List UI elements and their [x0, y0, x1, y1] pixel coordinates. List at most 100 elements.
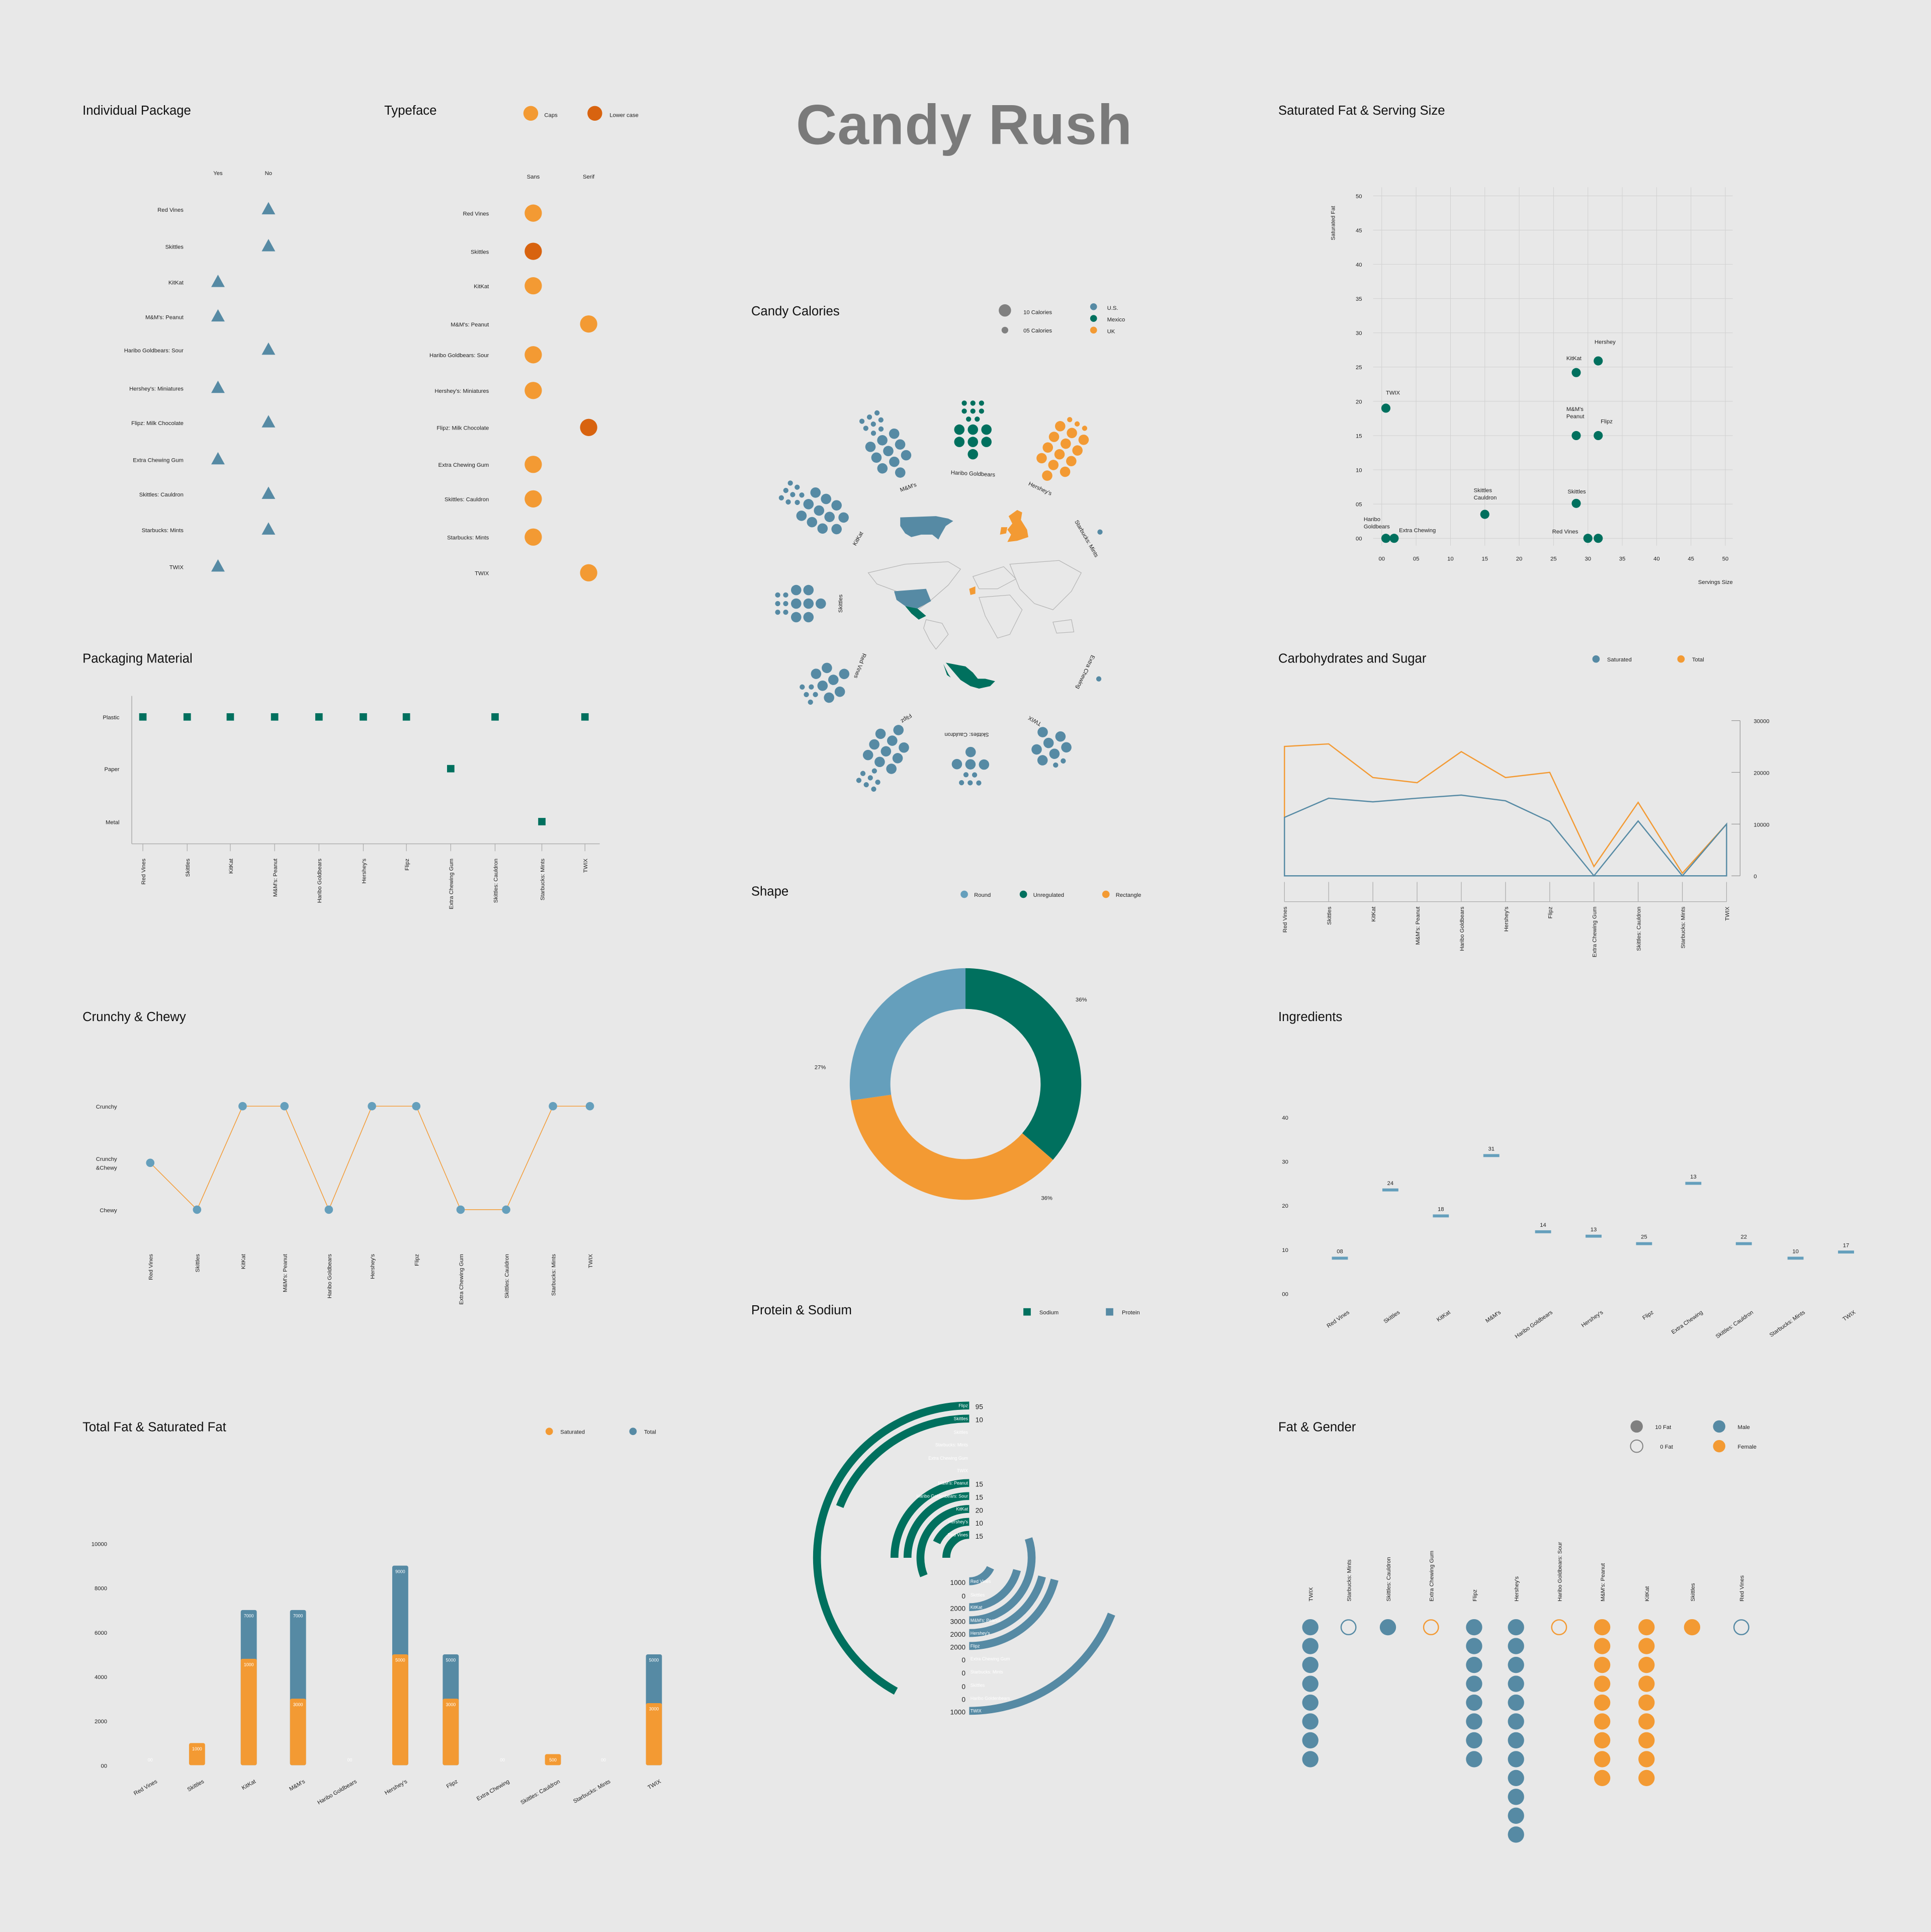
- value-label: 08: [1337, 1249, 1343, 1255]
- bar-value: 00: [601, 1757, 606, 1762]
- calorie-dot-10: [877, 463, 888, 474]
- legend-label: U.S.: [1107, 305, 1118, 311]
- point-label: Red Vines: [1552, 529, 1578, 535]
- calorie-dot-10: [1054, 449, 1065, 460]
- column-header: No: [265, 171, 272, 177]
- uk-map-icon: [1000, 510, 1028, 542]
- fat-dot: [1638, 1656, 1655, 1673]
- category-label: Extra Chewing Gum: [1592, 906, 1598, 957]
- fat-dot: [1594, 1694, 1611, 1711]
- x-tick-label: 35: [1619, 556, 1626, 562]
- category-label: Red Vines: [1282, 906, 1288, 933]
- calorie-dot-10: [886, 764, 897, 774]
- triangle-marker: [261, 415, 276, 428]
- fat-dot: [1508, 1656, 1524, 1673]
- calorie-dot-10: [965, 759, 976, 770]
- x-tick-label: 05: [1413, 556, 1420, 562]
- arc-label: Extra Chewing Gum: [928, 1456, 968, 1461]
- calorie-dot-10: [875, 728, 886, 739]
- y-tick-label: 40: [1282, 1115, 1288, 1121]
- triangle-marker: [211, 380, 225, 393]
- scatter-point: [1594, 534, 1603, 543]
- calorie-dot-10: [893, 725, 904, 735]
- x-tick-label: 45: [1688, 556, 1694, 562]
- value-label: 10: [1792, 1249, 1799, 1255]
- fat-dot: [1466, 1638, 1482, 1654]
- typeface-dot: [580, 315, 597, 333]
- fat-dot: [1594, 1675, 1611, 1692]
- y-tick-label: 10: [1356, 467, 1362, 473]
- bar-value: 1000: [192, 1746, 202, 1751]
- slice-label: 36%: [1041, 1195, 1052, 1201]
- level-label: Chewy: [100, 1208, 117, 1214]
- calorie-dot-10: [1055, 421, 1066, 432]
- value-label: 24: [1387, 1181, 1394, 1187]
- y-tick-label: 15: [1356, 433, 1362, 439]
- fat-dot: [1594, 1619, 1611, 1636]
- calorie-dot-05: [878, 426, 884, 432]
- legend-country-swatch: [1090, 315, 1097, 322]
- scatter-point: [1381, 403, 1391, 413]
- arc-label: Starbucks: Mints: [971, 1669, 1004, 1674]
- arc-label: Haribo Goldenbears: [971, 1696, 1010, 1701]
- calorie-dot-05: [783, 610, 788, 615]
- saturated-line: [1284, 794, 1727, 877]
- saturated-bar: [392, 1654, 408, 1766]
- bar-value: 5000: [649, 1658, 659, 1663]
- material-marker: [360, 713, 367, 721]
- fat-dot: [1638, 1713, 1655, 1730]
- calorie-dot-05: [1097, 529, 1103, 535]
- fat-dot: [1508, 1789, 1524, 1805]
- calorie-dot-10: [822, 662, 832, 674]
- y-tick-label: 30: [1282, 1159, 1288, 1165]
- legend-label: 05 Calories: [1023, 328, 1052, 334]
- y-tick-label: 10000: [1753, 822, 1769, 828]
- column-label: Skittles: Cauldron: [1386, 1557, 1392, 1602]
- category-label: Extra Chewing Gum: [459, 1254, 465, 1305]
- individual-package-chart: Individual Package Yes No Red Vines Skittles…: [82, 104, 276, 572]
- column-label: KitKat: [1644, 1586, 1650, 1602]
- material-marker: [139, 713, 147, 721]
- category-label: TWIX: [583, 858, 589, 873]
- calorie-dot-10: [968, 437, 978, 447]
- calorie-dot-10: [1067, 428, 1077, 439]
- arc-label: Skittles: [954, 1430, 969, 1435]
- fat-dot: [1508, 1826, 1524, 1843]
- bar-value: 7000: [293, 1614, 303, 1619]
- value-label: 14: [1540, 1222, 1546, 1228]
- calorie-dot-05: [787, 480, 793, 486]
- value-label: 13: [1690, 1174, 1697, 1180]
- calorie-dot-05: [808, 699, 813, 705]
- texture-point: [456, 1205, 465, 1214]
- legend-label: Female: [1738, 1444, 1757, 1450]
- fat-dot: [1466, 1675, 1482, 1692]
- chart-title: Fat & Gender: [1278, 1420, 1356, 1435]
- fat-dot: [1508, 1619, 1524, 1636]
- calorie-dot-05: [804, 692, 809, 698]
- fat-dot: [1508, 1751, 1524, 1768]
- calorie-dot-10: [899, 742, 909, 753]
- row-label: M&M's: Peanut: [145, 314, 184, 320]
- legend-label: Caps: [544, 113, 558, 119]
- y-tick-label: 20: [1356, 399, 1362, 405]
- calorie-dot-10: [803, 499, 814, 510]
- ingredient-bar: [1433, 1214, 1449, 1218]
- calorie-dot-10: [814, 505, 825, 516]
- us-map-icon: [900, 516, 953, 540]
- fat-dot: [1466, 1713, 1482, 1730]
- calorie-dot-10: [889, 456, 900, 467]
- row-label: Red Vines: [157, 207, 184, 213]
- legend-saturated-swatch: [1592, 655, 1600, 663]
- texture-point: [549, 1102, 557, 1111]
- fat-dot: [1594, 1751, 1611, 1768]
- calorie-dot-10: [981, 437, 992, 447]
- legend-protein-swatch: [1106, 1308, 1113, 1316]
- sodium-arc: [813, 1401, 970, 1695]
- calorie-dot-05: [860, 771, 866, 776]
- calorie-dot-05: [871, 768, 877, 774]
- carbohydrates-sugar-chart: Carbohydrates and Sugar Saturated Total 300…: [1278, 652, 1770, 958]
- row-label: M&M's: Peanut: [451, 322, 489, 328]
- calorie-dot-05: [961, 408, 967, 414]
- row-label: Starbucks: Mints: [142, 528, 184, 534]
- category-label: Starbucks: Mints: [551, 1254, 557, 1296]
